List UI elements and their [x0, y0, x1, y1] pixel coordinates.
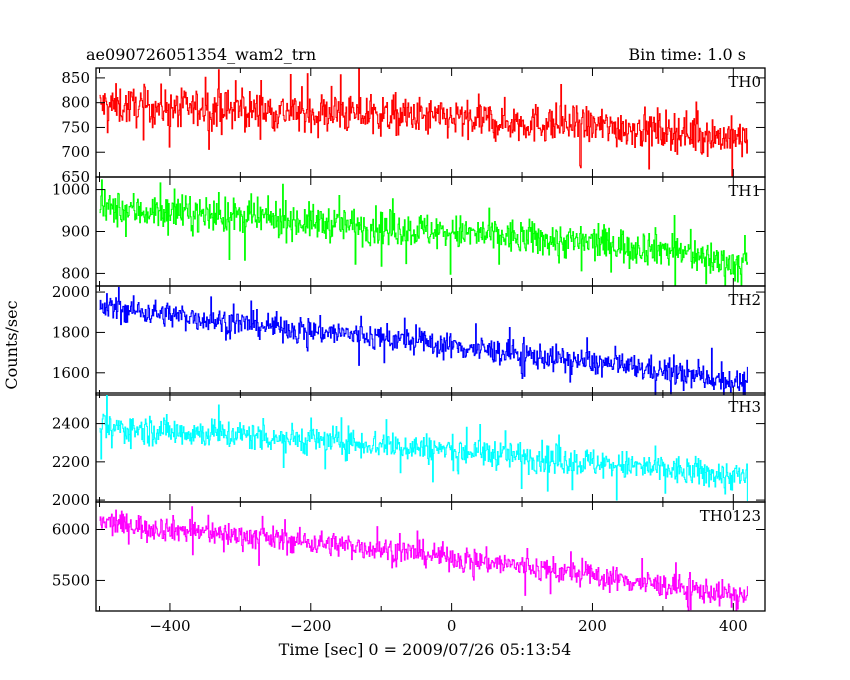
series-line-th2 — [99, 286, 748, 395]
series-line-th1 — [99, 179, 748, 286]
y-tick-label: 800 — [61, 264, 90, 282]
panel-label-th0123: TH0123 — [700, 507, 761, 525]
y-tick-label: 2200 — [52, 453, 90, 471]
y-tick-label: 800 — [61, 94, 90, 112]
y-tick-label: 1800 — [52, 323, 90, 341]
panel-label-th0: TH0 — [728, 73, 761, 91]
y-tick-label: 2000 — [52, 283, 90, 301]
y-tick-label: 1600 — [52, 364, 90, 382]
x-tick-label: 400 — [719, 617, 748, 635]
y-tick-label: 850 — [61, 69, 90, 87]
y-tick-label: 1000 — [52, 181, 90, 199]
x-tick-label: −400 — [149, 617, 190, 635]
panel-th0: 650 700 750 800 850 TH0 — [61, 67, 766, 186]
panel-th1: 800 900 1000 TH1 — [52, 176, 766, 287]
y-tick-label: 6000 — [52, 521, 90, 539]
panel-label-th2: TH2 — [728, 291, 761, 309]
panel-frame — [95, 176, 766, 287]
y-tick-label: 900 — [61, 223, 90, 241]
y-axis-title: Counts/sec — [2, 300, 21, 389]
panel-th2: 1600 1800 2000 TH2 — [52, 283, 766, 396]
series-line-th3 — [99, 395, 748, 502]
panel-th3: 2000 2200 2400 TH3 — [52, 392, 766, 509]
x-axis-title: Time [sec] 0 = 2009/07/26 05:13:54 — [279, 640, 572, 659]
bin-time-label: Bin time: 1.0 s — [628, 45, 746, 64]
panel-label-th3: TH3 — [728, 398, 761, 416]
x-axis: −400 −200 0 200 400 — [149, 617, 747, 635]
x-tick-label: −200 — [290, 617, 331, 635]
panel-frame — [95, 285, 766, 396]
y-tick-label: 5500 — [52, 571, 90, 589]
series-line-th0 — [99, 68, 748, 177]
x-tick-label: 0 — [447, 617, 457, 635]
y-tick-label: 2000 — [52, 491, 90, 509]
panel-frame — [95, 501, 766, 612]
y-tick-label: 2400 — [52, 415, 90, 433]
panel-label-th1: TH1 — [728, 182, 761, 200]
x-tick-label: 200 — [578, 617, 607, 635]
chart-title: ae090726051354_wam2_trn — [86, 45, 316, 64]
series-line-th0123 — [99, 506, 748, 611]
y-tick-label: 650 — [61, 168, 90, 186]
panels-group: 650 700 750 800 850 TH0 800 900 1000 TH1 1600 1800 2… — [52, 67, 766, 612]
panel-th0123: 5500 6000 TH0123 — [52, 501, 766, 612]
y-tick-label: 700 — [61, 143, 90, 161]
y-tick-label: 750 — [61, 118, 90, 136]
